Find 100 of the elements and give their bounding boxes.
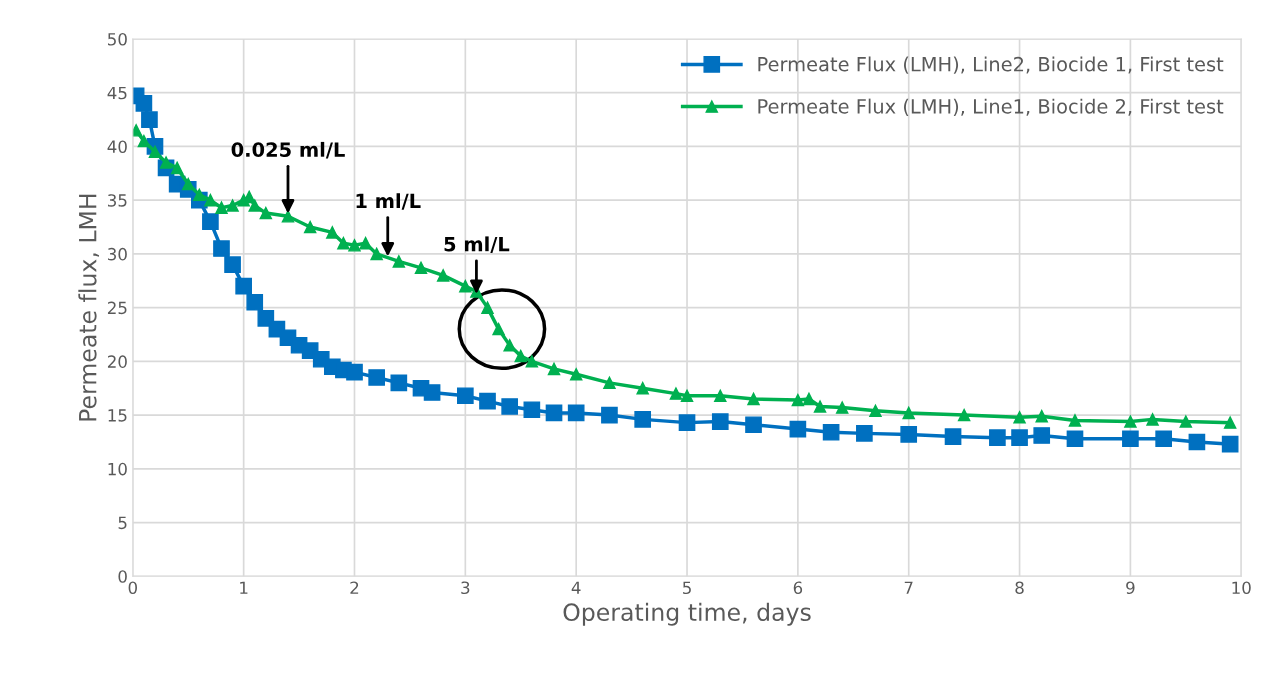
point [1122,430,1139,448]
point [714,389,727,403]
point [634,411,652,428]
point [1223,416,1237,429]
x-tick-label: 1 [240,581,248,594]
point [459,279,472,293]
y-tick-label: 0 [118,570,127,583]
point [141,111,158,128]
point [257,310,275,327]
point [902,406,915,420]
point [215,201,228,214]
point [1035,409,1048,423]
point [547,362,561,376]
point [1013,410,1026,424]
y-tick-label: 45 [107,86,127,100]
point [281,210,295,223]
point [745,416,762,434]
point [1155,430,1172,448]
annotation: 5 ml/L [444,236,510,253]
point [989,429,1006,446]
point [259,206,273,220]
point [492,322,505,336]
point [204,193,217,207]
y-tick-label: 15 [108,409,127,422]
legend-label: Permeate Flux (LMH), Line2, Biocide 1, First test [758,56,1224,74]
point [822,423,840,441]
point [202,213,219,230]
x-tick-label: 4 [571,581,581,594]
point [132,124,143,137]
legend-label: Permeate Flux (LMH), Line1, Biocide 2, First test [758,98,1224,116]
point [213,240,230,257]
point [1068,414,1082,427]
point [1011,429,1028,446]
point [1146,413,1159,426]
point [900,426,918,443]
point [678,414,696,431]
y-tick-label: 10 [108,462,127,476]
point [337,236,350,250]
point [303,220,317,234]
point [545,404,563,422]
point [414,261,428,275]
y-tick-label: 25 [107,301,127,315]
point [503,338,516,352]
point [436,269,450,282]
y-tick-label: 40 [107,140,127,154]
point [193,188,206,202]
point [423,384,441,401]
x-axis-title: Operating time, days [563,602,811,626]
x-tick-label: 5 [683,581,691,595]
y-tick-label: 5 [118,516,127,530]
point [869,404,882,418]
point [248,199,261,212]
x-tick-label: 2 [350,581,359,594]
point [835,401,849,414]
point [359,236,372,250]
point [135,95,153,112]
point [392,255,406,268]
point [326,226,339,239]
point [501,398,519,415]
y-tick-label: 20 [107,355,127,368]
point [1188,433,1206,451]
point [479,392,496,410]
point [346,363,363,381]
point [601,406,618,424]
point [856,425,873,442]
x-tick-label: 10 [1232,581,1251,595]
point [569,368,583,381]
point [1221,435,1239,453]
point [159,156,173,169]
point [669,387,683,400]
point [1179,415,1193,428]
point [148,145,162,159]
point [813,400,827,413]
point [390,374,408,392]
point [791,393,805,407]
point [246,293,264,311]
annotation: 1 ml/L [356,193,421,210]
point [370,247,383,261]
point [747,392,760,406]
x-tick-label: 9 [1126,581,1135,595]
point [680,389,694,403]
point [457,387,474,405]
point [802,392,816,406]
point [1033,427,1051,444]
point [224,256,241,273]
point [567,404,585,422]
y-tick-label: 30 [108,247,127,261]
annotation: 0.025 ml/L [231,141,345,159]
point [957,408,971,422]
point [711,413,729,430]
point [170,161,184,175]
point [523,401,541,419]
point [226,199,239,212]
point [514,349,528,363]
y-tick-label: 35 [108,194,127,207]
x-tick-label: 8 [1015,581,1024,595]
point [1124,415,1137,428]
point [181,177,195,191]
y-tick-label: 50 [108,32,127,46]
point [525,355,539,368]
